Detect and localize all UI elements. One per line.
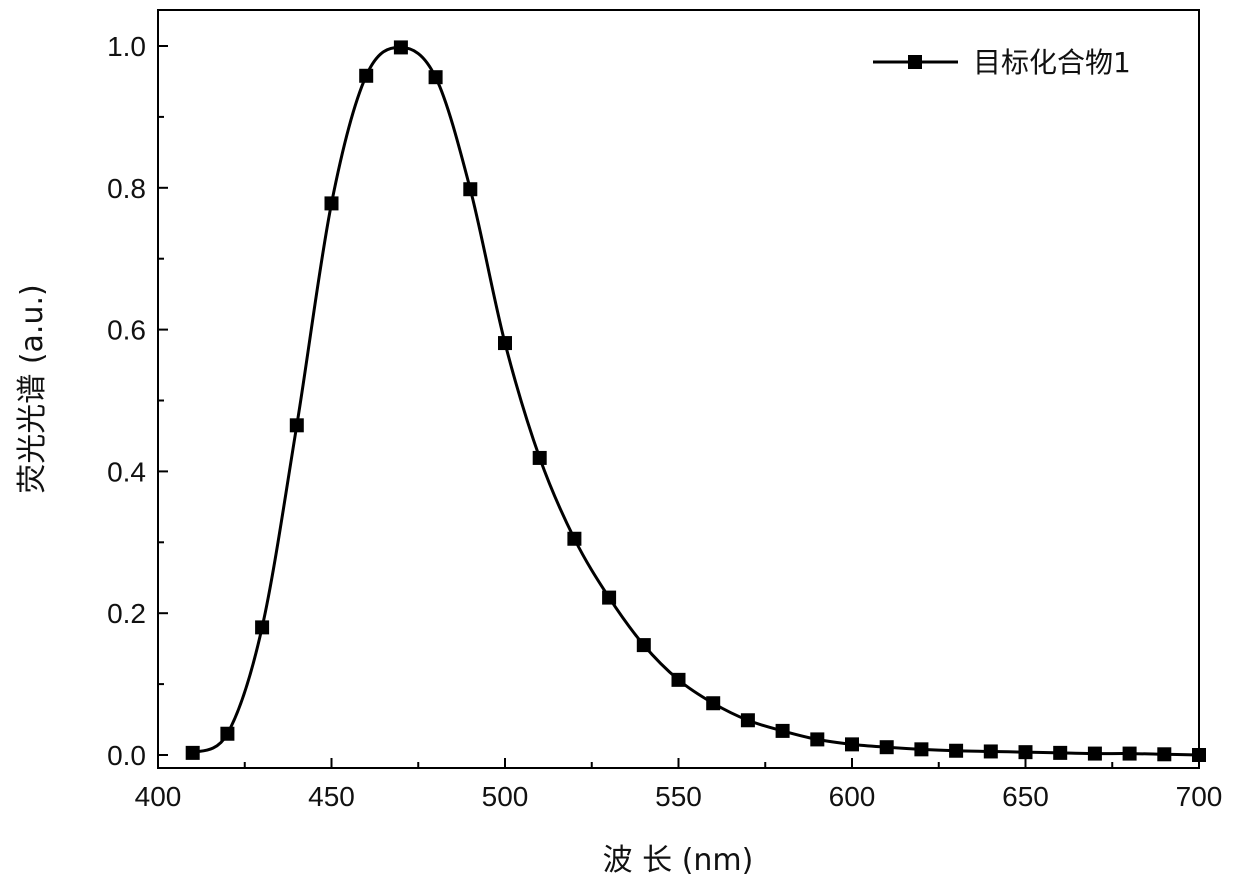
y-tick-label: 0.8 xyxy=(107,173,146,204)
data-point-marker xyxy=(186,746,200,760)
series-line xyxy=(193,47,1199,755)
y-tick-label: 0.4 xyxy=(107,456,146,487)
data-point-marker xyxy=(1192,748,1206,762)
data-point-marker xyxy=(776,724,790,738)
data-point-marker xyxy=(949,744,963,758)
plot-frame xyxy=(158,10,1199,768)
data-point-marker xyxy=(325,196,339,210)
legend-marker-swatch xyxy=(908,55,922,69)
data-point-marker xyxy=(1088,747,1102,761)
data-point-marker xyxy=(290,418,304,432)
data-point-marker xyxy=(567,532,581,546)
data-point-marker xyxy=(463,182,477,196)
data-point-marker xyxy=(255,620,269,634)
data-point-marker xyxy=(602,591,616,605)
y-tick-label: 0.6 xyxy=(107,315,146,346)
x-tick-label: 600 xyxy=(829,781,876,812)
y-tick-label: 0.0 xyxy=(107,740,146,771)
data-point-marker xyxy=(533,451,547,465)
data-point-marker xyxy=(220,727,234,741)
x-tick-label: 500 xyxy=(482,781,529,812)
data-point-marker xyxy=(429,70,443,84)
data-point-marker xyxy=(914,742,928,756)
data-point-marker xyxy=(637,638,651,652)
data-point-marker xyxy=(1157,747,1171,761)
data-point-marker xyxy=(845,737,859,751)
x-axis-title: 波 长 (nm) xyxy=(603,843,754,878)
data-point-marker xyxy=(1053,746,1067,760)
data-point-marker xyxy=(672,673,686,687)
data-point-marker xyxy=(810,732,824,746)
data-point-marker xyxy=(1019,745,1033,759)
y-axis-title: 荧光光谱 (a.u.) xyxy=(15,284,50,493)
data-point-marker xyxy=(394,40,408,54)
x-tick-label: 550 xyxy=(655,781,702,812)
x-tick-label: 400 xyxy=(135,781,182,812)
data-point-marker xyxy=(880,740,894,754)
series-layer xyxy=(186,40,1206,762)
data-point-marker xyxy=(359,69,373,83)
legend-label: 目标化合物1 xyxy=(973,46,1131,79)
x-tick-label: 700 xyxy=(1176,781,1223,812)
data-point-marker xyxy=(1123,747,1137,761)
data-point-marker xyxy=(498,336,512,350)
data-point-marker xyxy=(984,744,998,758)
x-tick-label: 650 xyxy=(1002,781,1049,812)
y-tick-label: 0.2 xyxy=(107,598,146,629)
data-point-marker xyxy=(741,713,755,727)
x-tick-label: 450 xyxy=(308,781,355,812)
y-tick-label: 1.0 xyxy=(107,31,146,62)
data-point-marker xyxy=(706,696,720,710)
legend: 目标化合物1 xyxy=(873,46,1131,79)
x-axis-ticks: 400 450 500 550 600 650 700 xyxy=(135,758,1223,812)
